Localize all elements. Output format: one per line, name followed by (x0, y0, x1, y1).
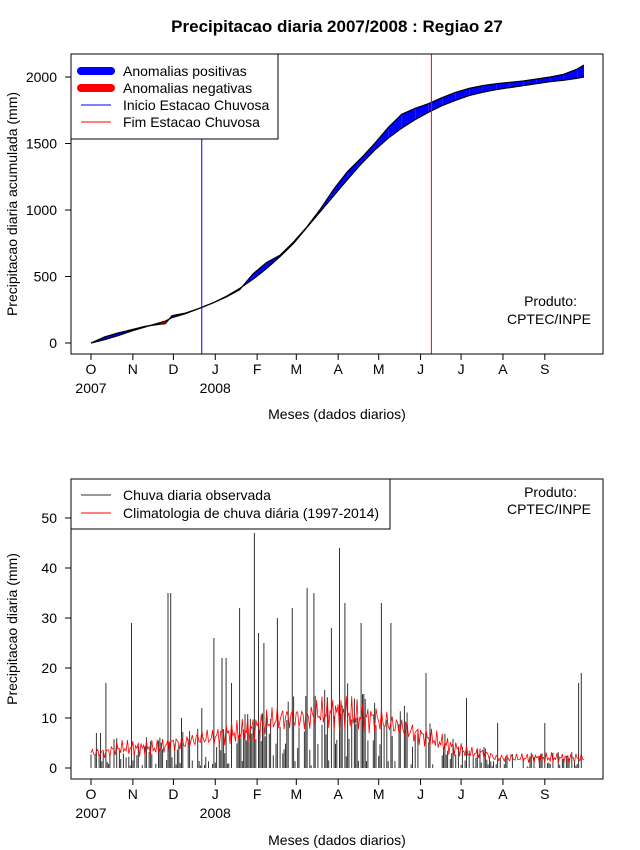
x-tick-label: S (540, 361, 549, 377)
legend-box (70, 478, 391, 530)
cumulative-precipitation-chart: Precipitacao diaria 2007/2008 : Regiao 2… (4, 17, 604, 422)
x-tick-label: A (498, 786, 508, 802)
x-tick-label: J (458, 361, 465, 377)
y-axis: 0 10 20 30 40 50 (41, 510, 72, 776)
y-tick-label: 0 (49, 760, 57, 776)
year-label: 2008 (200, 805, 231, 821)
observed-rain-bars (90, 533, 582, 768)
x-axis: O N D J F M A M J J A S 2007 2008 (75, 353, 550, 396)
y-tick-label: 500 (34, 269, 58, 285)
x-tick-label: M (373, 786, 385, 802)
positive-anomaly-segment (104, 333, 118, 340)
x-tick-label: F (253, 786, 262, 802)
y-tick-label: 10 (41, 710, 57, 726)
x-tick-label: M (290, 786, 302, 802)
x-tick-label: M (290, 361, 302, 377)
y-tick-label: 2000 (26, 69, 57, 85)
chart-title: Precipitacao diaria 2007/2008 : Regiao 2… (171, 17, 503, 36)
positive-anomaly-segment (253, 262, 267, 280)
y-tick-label: 30 (41, 610, 57, 626)
product-annotation-line1: Produto: (524, 293, 577, 309)
y-axis-label: Precipitacao diaria (mm) (4, 553, 20, 705)
x-tick-label: A (498, 361, 508, 377)
positive-anomaly-segment (428, 97, 443, 113)
y-tick-label: 20 (41, 660, 57, 676)
climatology-cumulative-line (90, 76, 585, 344)
x-tick-label: D (168, 361, 178, 377)
x-tick-label: J (417, 786, 424, 802)
x-tick-label: S (540, 786, 549, 802)
year-label: 2007 (75, 805, 106, 821)
positive-anomaly-segment (550, 74, 564, 82)
legend-label-season-end: Fim Estacao Chuvosa (123, 114, 260, 130)
y-tick-label: 50 (41, 510, 57, 526)
x-tick-label: J (212, 786, 219, 802)
positive-anomaly-segment (388, 114, 402, 139)
y-axis: 0 500 1000 1500 2000 (26, 69, 72, 351)
year-label: 2007 (75, 380, 106, 396)
positive-anomaly-segment (347, 158, 362, 180)
legend-label-climatology: Climatologia de chuva diária (1997-2014) (123, 505, 379, 521)
x-tick-label: N (128, 361, 138, 377)
y-tick-label: 0 (49, 335, 57, 351)
x-tick-label: O (86, 361, 97, 377)
legend: Chuva diaria observada Climatologia de c… (70, 478, 391, 530)
observed-cumulative-line (90, 64, 585, 344)
x-axis-label: Meses (dados diarios) (268, 832, 406, 848)
x-tick-label: J (212, 361, 219, 377)
y-axis-label: Precipitacao diaria acumulada (mm) (4, 92, 20, 316)
positive-anomaly-segment (374, 127, 389, 151)
product-annotation-line2: CPTEC/INPE (507, 311, 591, 327)
x-tick-label: A (334, 361, 344, 377)
positive-anomaly-segment (361, 143, 375, 165)
x-tick-label: F (253, 361, 262, 377)
legend-label-positive: Anomalias positivas (123, 63, 247, 79)
legend-label-negative: Anomalias negativas (123, 80, 252, 96)
climatology-line-group (90, 696, 585, 764)
positive-anomaly-segment (334, 171, 348, 196)
daily-precipitation-chart: 0 10 20 30 40 50 O N D J F M A M J J A S 2007 2008 Meses (… (4, 478, 604, 848)
product-annotation-line1: Produto: (524, 484, 577, 500)
series-lines-group (90, 64, 585, 344)
legend-label-observed: Chuva diaria observada (123, 487, 271, 503)
x-axis-label: Meses (dados diarios) (268, 406, 406, 422)
x-tick-label: J (458, 786, 465, 802)
x-tick-label: A (334, 786, 344, 802)
legend: Anomalias positivas Anomalias negativas … (70, 53, 279, 140)
y-tick-label: 1000 (26, 202, 57, 218)
positive-anomaly-segment (442, 92, 456, 106)
y-tick-label: 1500 (26, 136, 57, 152)
y-tick-label: 40 (41, 560, 57, 576)
legend-label-season-start: Inicio Estacao Chuvosa (123, 97, 270, 113)
x-tick-label: D (168, 786, 178, 802)
climatology-daily-line (90, 696, 585, 764)
x-tick-label: J (417, 361, 424, 377)
x-tick-label: N (128, 786, 138, 802)
year-label: 2008 (200, 380, 231, 396)
positive-anomaly-segment (563, 69, 578, 81)
x-tick-label: O (86, 786, 97, 802)
x-axis: O N D J F M A M J J A S 2007 2008 (75, 778, 550, 821)
product-annotation-line2: CPTEC/INPE (507, 501, 591, 517)
x-tick-label: M (373, 361, 385, 377)
